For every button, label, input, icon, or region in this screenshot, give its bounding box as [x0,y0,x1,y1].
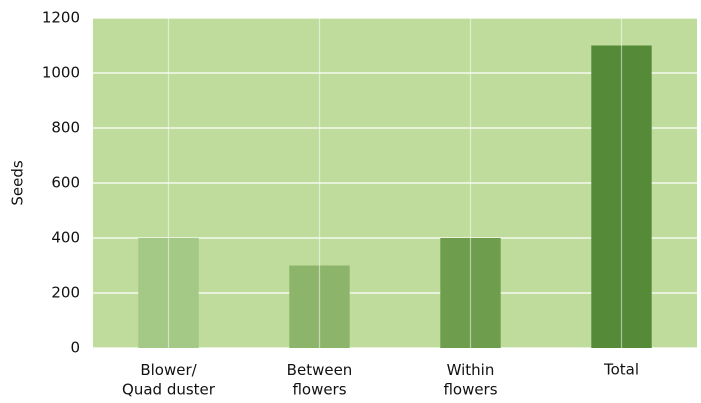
y-tick-label: 0 [70,339,80,357]
y-tick-label: 600 [51,174,80,192]
y-tick-label: 200 [51,284,80,302]
y-tick-label: 400 [51,229,80,247]
y-tick-label: 1000 [42,64,80,82]
x-tick-label: Within flowers [443,361,497,399]
x-tick-label: Between flowers [287,361,353,399]
y-axis-label: Seeds [9,160,27,206]
y-tick-label: 1200 [42,9,80,27]
x-tick-label: Blower/Quad duster [122,361,216,399]
x-tick-label: Total [603,361,639,379]
y-tick-label: 800 [51,119,80,137]
